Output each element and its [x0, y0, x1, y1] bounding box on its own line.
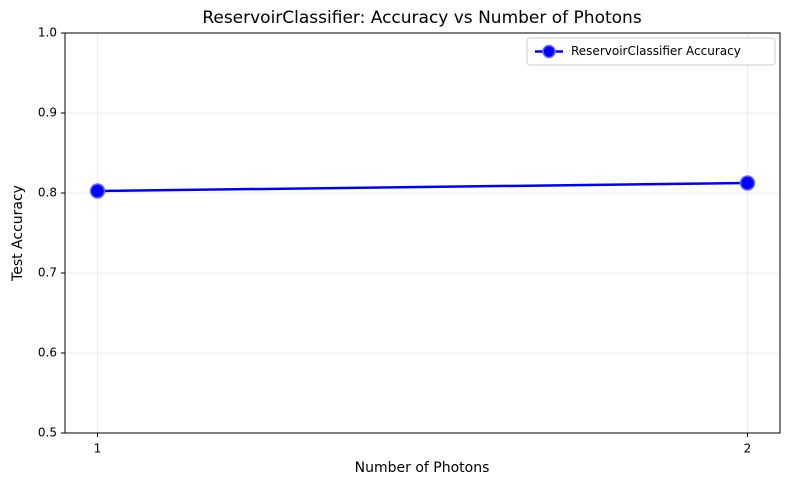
y-tick-label: 0.9 — [38, 106, 57, 120]
legend-box — [526, 37, 776, 66]
data-point — [89, 183, 106, 199]
y-tick-label: 1.0 — [38, 26, 57, 40]
chart-title: ReservoirClassifier: Accuracy vs Number … — [202, 8, 642, 28]
x-axis-label: Number of Photons — [355, 460, 490, 476]
y-tick-label: 0.8 — [38, 186, 57, 200]
x-tick-label: 1 — [94, 442, 102, 456]
y-axis-label: Test Accuracy — [10, 185, 26, 282]
y-tick-label: 0.6 — [38, 346, 57, 360]
legend-label: ReservoirClassifier Accuracy — [571, 44, 741, 58]
legend-marker — [542, 44, 556, 59]
data-line — [97, 181, 748, 193]
y-tick-label: 0.5 — [38, 426, 57, 440]
data-point — [739, 175, 756, 191]
plot-frame — [64, 32, 781, 434]
y-tick-label: 0.7 — [38, 266, 57, 280]
x-tick-label: 2 — [744, 442, 752, 456]
